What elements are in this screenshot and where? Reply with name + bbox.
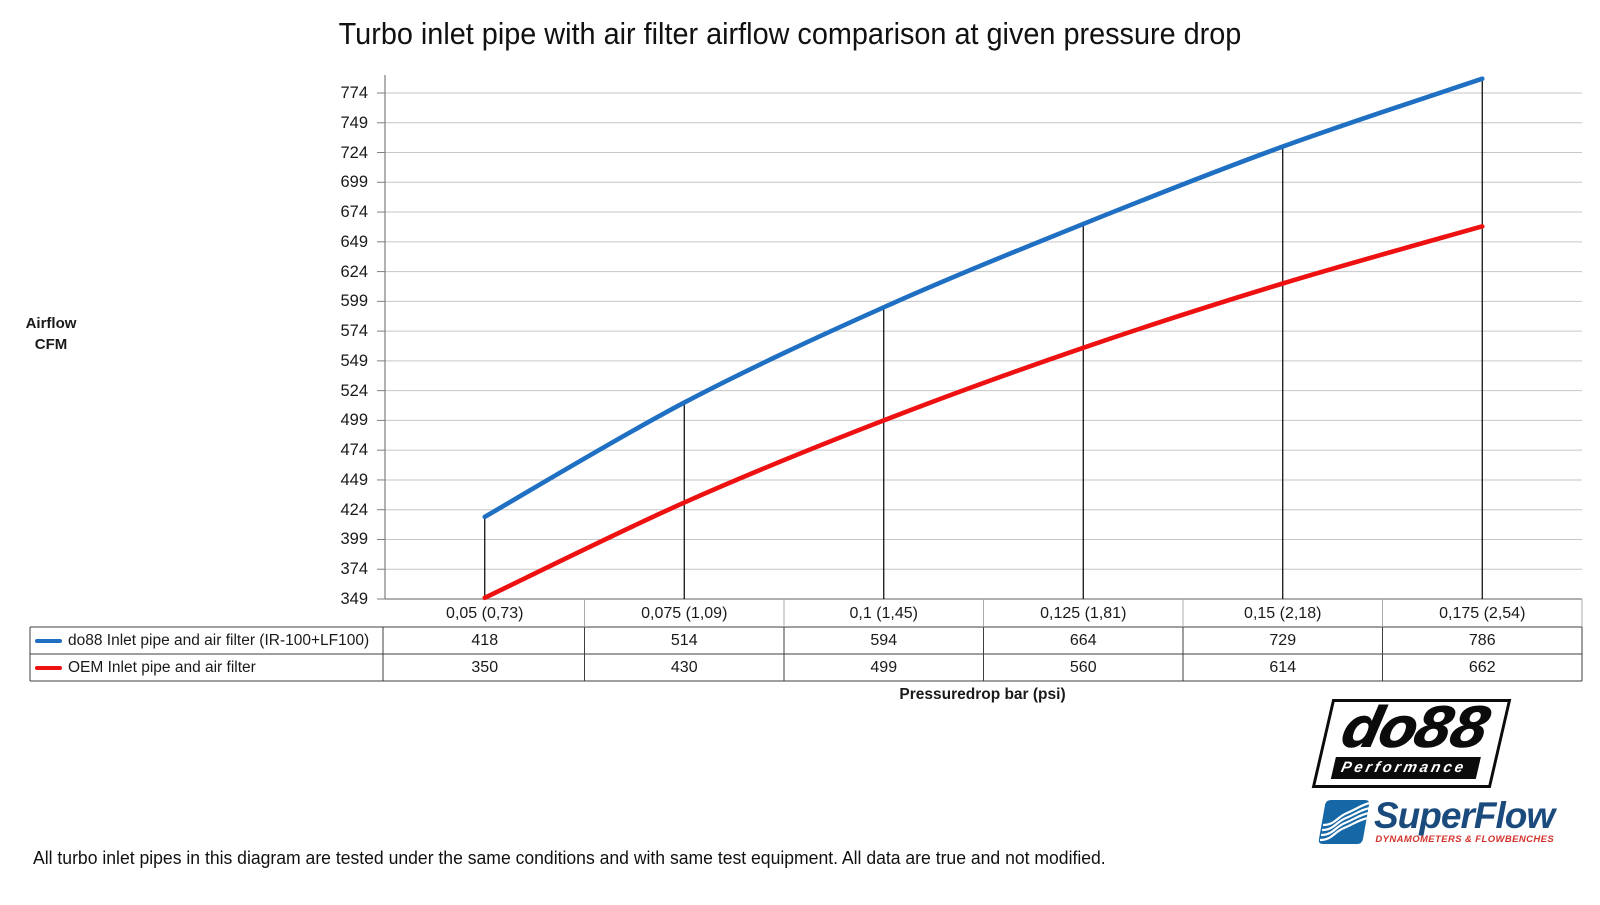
y-tick-label: 749 [340, 113, 368, 132]
y-tick-label: 374 [340, 560, 368, 579]
y-tick-label: 424 [340, 500, 368, 519]
series-line [482, 224, 1485, 601]
y-tick-label: 724 [340, 143, 368, 162]
x-category-label: 0,175 (2,54) [1439, 605, 1526, 622]
y-tick-label: 349 [340, 590, 368, 608]
y-tick-label: 399 [340, 530, 368, 549]
y-axis-title-line2: CFM [34, 336, 68, 353]
y-tick-label: 649 [340, 232, 368, 251]
value-cell: 664 [1069, 631, 1097, 649]
x-category-label: 0,15 (2,18) [1244, 605, 1322, 622]
value-cell: 350 [471, 658, 499, 676]
legend-swatch [35, 638, 62, 643]
do88-logo-frame: do88 Performance [1311, 696, 1511, 788]
y-tick-label: 774 [340, 84, 368, 102]
value-cell: 560 [1069, 658, 1097, 676]
value-cell: 514 [670, 631, 698, 649]
y-axis-title-line1: Airflow [25, 315, 77, 332]
y-tick-label: 549 [340, 351, 368, 370]
footer-note: All turbo inlet pipes in this diagram ar… [33, 847, 1106, 868]
superflow-logo-subtext: DYNAMOMETERS & FLOWBENCHES [1375, 834, 1555, 845]
y-tick-label: 574 [340, 322, 368, 341]
y-tick-label: 699 [340, 173, 368, 192]
legend-cell: do88 Inlet pipe and air filter (IR-100+L… [31, 628, 382, 653]
x-category-label: 0,125 (1,81) [1040, 605, 1127, 622]
y-tick-label: 474 [340, 441, 368, 460]
y-tick-label: 674 [340, 203, 368, 222]
series-name: OEM Inlet pipe and air filter [68, 658, 256, 676]
legend-cell: OEM Inlet pipe and air filter [31, 655, 382, 680]
superflow-logo-text: SuperFlow [1374, 795, 1555, 836]
superflow-flow-icon [1318, 800, 1370, 844]
value-cell: 614 [1269, 658, 1297, 676]
series-line [482, 76, 1485, 520]
x-category-label: 0,1 (1,45) [849, 605, 918, 622]
do88-logo: do88 Performance [1311, 696, 1511, 788]
superflow-wordmark: SuperFlow DYNAMOMETERS & FLOWBENCHES [1374, 795, 1555, 845]
x-category-label: 0,075 (1,09) [641, 605, 728, 622]
superflow-logo: SuperFlow DYNAMOMETERS & FLOWBENCHES [1318, 795, 1555, 845]
value-cell: 430 [670, 658, 698, 676]
y-tick-label: 599 [340, 292, 368, 311]
x-axis-title: Pressuredrop bar (psi) [899, 686, 1066, 703]
y-tick-label: 449 [340, 470, 368, 489]
chart-title: Turbo inlet pipe with air filter airflow… [338, 16, 1242, 51]
y-tick-label: 624 [340, 262, 368, 281]
do88-logo-text: do88 [1334, 696, 1495, 761]
value-cell: 594 [870, 631, 898, 649]
y-tick-label: 524 [340, 381, 368, 400]
legend-swatch [35, 665, 62, 670]
value-cell: 729 [1269, 631, 1297, 649]
x-category-label: 0,05 (0,73) [446, 605, 524, 622]
value-cell: 499 [870, 658, 898, 676]
value-cell: 418 [471, 631, 499, 649]
series-name: do88 Inlet pipe and air filter (IR-100+L… [68, 631, 370, 649]
value-cell: 786 [1468, 631, 1496, 649]
y-axis-title: Airflow CFM [6, 313, 96, 355]
y-tick-label: 499 [340, 411, 368, 430]
do88-performance-bar: Performance [1330, 757, 1481, 779]
value-cell: 662 [1468, 658, 1496, 676]
